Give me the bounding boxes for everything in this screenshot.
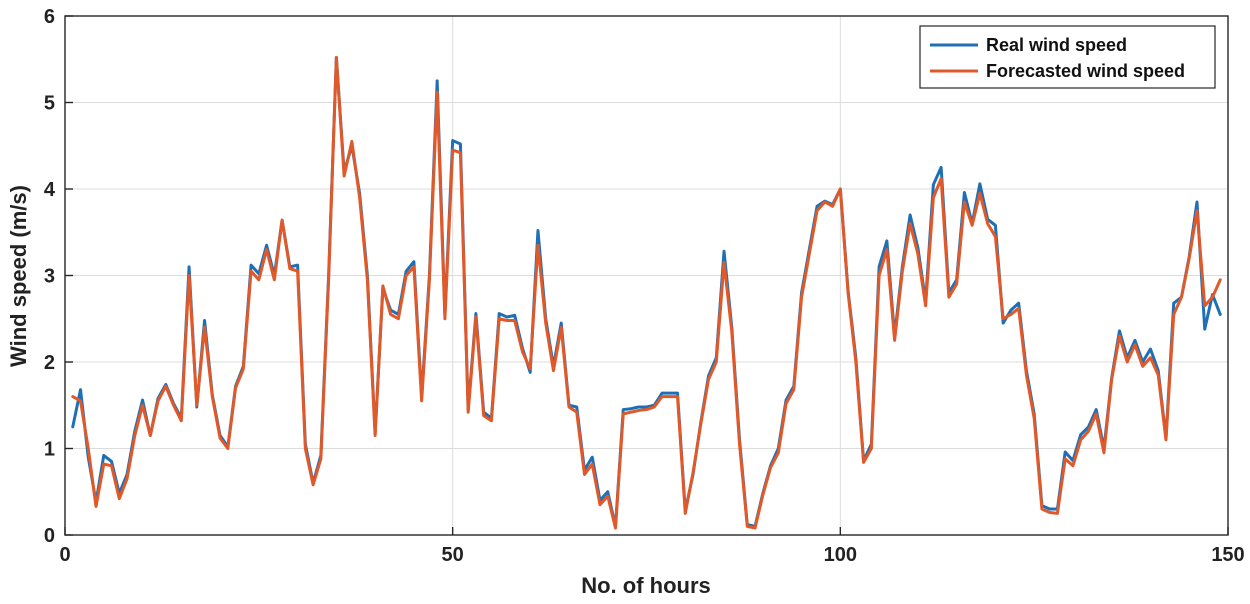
y-tick-label: 6 [44, 6, 55, 28]
x-tick-label: 0 [59, 544, 70, 566]
x-axis-label: No. of hours [581, 573, 711, 598]
y-tick-label: 2 [44, 352, 55, 374]
x-tick-label: 50 [442, 544, 464, 566]
y-tick-label: 3 [44, 266, 55, 288]
x-tick-label: 100 [824, 544, 857, 566]
legend-label-forecast: Forecasted wind speed [986, 61, 1185, 81]
legend-box [919, 25, 1216, 89]
series-line-forecast [71, 56, 1222, 530]
legend-label-real: Real wind speed [986, 35, 1127, 55]
y-tick-label: 5 [44, 93, 55, 115]
series-layer [71, 56, 1222, 530]
y-axis-label: Wind speed (m/s) [6, 185, 31, 367]
series-line-real [71, 56, 1222, 528]
grid-lines [65, 16, 1228, 535]
y-tick-label: 0 [44, 525, 55, 547]
axis-ticks: 0 1 2 3 4 5 6 0 50 100 150 [44, 6, 1245, 566]
legend: Real wind speed Forecasted wind speed [919, 25, 1216, 89]
x-tick-label: 150 [1211, 544, 1244, 566]
y-tick-label: 4 [44, 179, 56, 201]
y-tick-label: 1 [44, 439, 55, 461]
